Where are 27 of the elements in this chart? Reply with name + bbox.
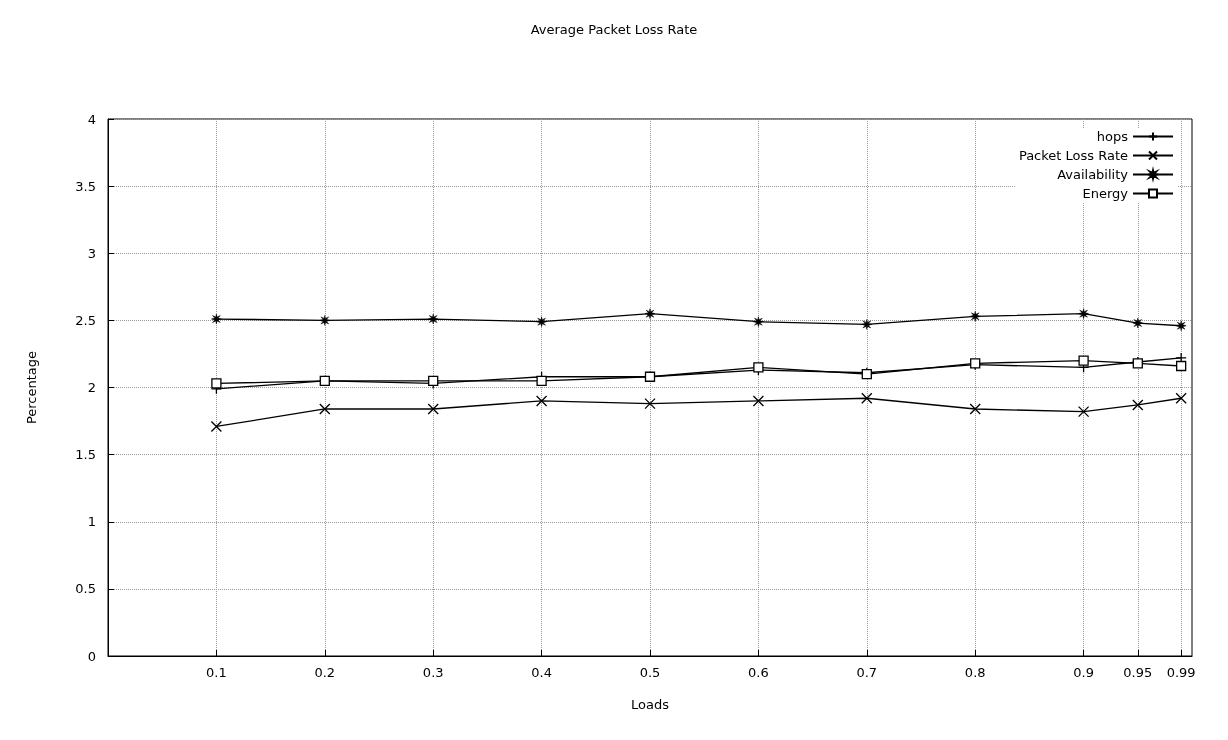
x-tick-label: 0.3 — [422, 665, 444, 680]
chart-title: Average Packet Loss Rate — [530, 22, 698, 37]
legend-label: hops — [1096, 129, 1129, 144]
legend-label: Packet Loss Rate — [1018, 148, 1128, 163]
x-tick-label: 0.99 — [1166, 665, 1196, 680]
x-tick-label: 0.2 — [314, 665, 336, 680]
x-tick-label: 0.6 — [748, 665, 769, 680]
y-tick-label: 1.5 — [75, 447, 96, 463]
y-tick-label: 3.5 — [75, 178, 96, 194]
x-tick-label: 0.7 — [856, 665, 878, 680]
y-tick-label: 3 — [87, 245, 96, 261]
y-tick-label: 0 — [87, 648, 96, 664]
y-tick-label: 1 — [87, 514, 96, 530]
x-tick-label: 0.8 — [964, 665, 986, 680]
legend-label: Energy — [1082, 186, 1129, 201]
x-axis-title: Loads — [631, 697, 670, 712]
y-tick-label: 2.5 — [75, 312, 96, 328]
x-tick-label: 0.4 — [531, 665, 552, 680]
y-axis-title: Percentage — [24, 350, 39, 425]
y-tick-label: 4 — [87, 111, 96, 127]
x-tick-label: 0.9 — [1073, 665, 1094, 680]
y-tick-label: 0.5 — [75, 581, 96, 597]
legend-label: Availability — [1057, 167, 1129, 182]
x-tick-label: 0.1 — [206, 665, 227, 680]
y-tick-label: 2 — [87, 380, 96, 395]
x-tick-label: 0.95 — [1123, 665, 1153, 680]
x-tick-label: 0.5 — [639, 665, 661, 680]
